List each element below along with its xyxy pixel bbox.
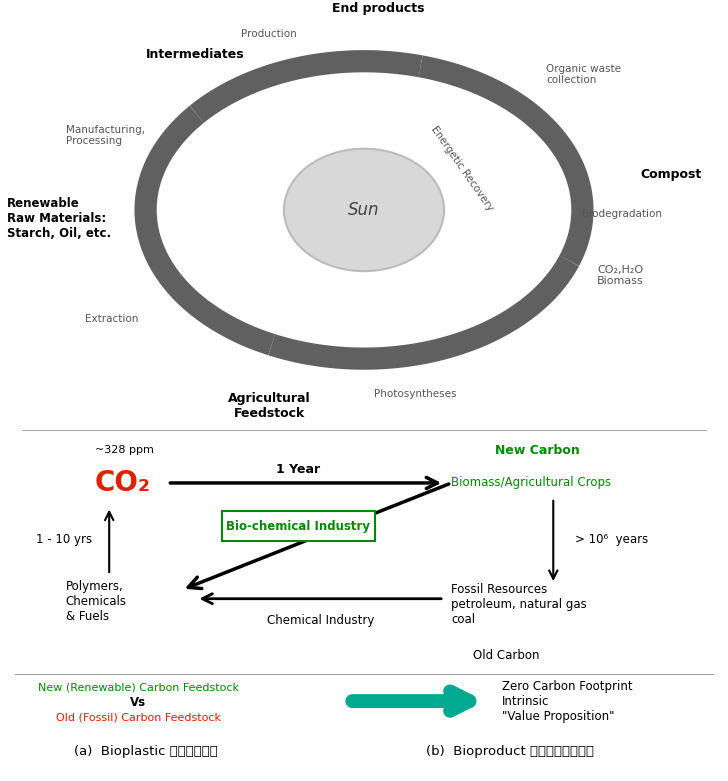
Text: (a)  Bioplastic （생분해도）: (a) Bioplastic （생분해도） — [74, 745, 218, 758]
Text: > 10⁶  years: > 10⁶ years — [575, 533, 649, 546]
Text: Chemical Industry: Chemical Industry — [266, 614, 374, 626]
Text: Renewable
Raw Materials:
Starch, Oil, etc.: Renewable Raw Materials: Starch, Oil, et… — [7, 197, 111, 241]
Text: Energetic Recovery: Energetic Recovery — [430, 124, 495, 212]
Text: (b)  Bioproduct （바이오매스도）: (b) Bioproduct （바이오매스도） — [426, 745, 593, 758]
Text: Biodegradation: Biodegradation — [582, 209, 662, 219]
Text: Agricultural
Feedstock: Agricultural Feedstock — [228, 392, 311, 420]
Text: Production: Production — [242, 30, 297, 39]
Text: Biomass/Agricultural Crops: Biomass/Agricultural Crops — [451, 476, 612, 490]
Text: End products: End products — [332, 2, 425, 16]
Text: Photosyntheses: Photosyntheses — [373, 389, 456, 399]
Text: CO₂,H₂O
Biomass: CO₂,H₂O Biomass — [597, 265, 644, 287]
Text: Zero Carbon Footprint
Intrinsic
"Value Proposition": Zero Carbon Footprint Intrinsic "Value P… — [502, 679, 633, 722]
Text: 1 Year: 1 Year — [277, 462, 320, 476]
Text: New Carbon: New Carbon — [495, 444, 579, 457]
Text: CO₂: CO₂ — [95, 469, 151, 497]
Text: Polymers,
Chemicals
& Fuels: Polymers, Chemicals & Fuels — [66, 580, 127, 623]
Text: Manufacturing,
Processing: Manufacturing, Processing — [66, 125, 145, 146]
Text: Compost: Compost — [641, 169, 702, 181]
Text: New (Renewable) Carbon Feedstock: New (Renewable) Carbon Feedstock — [38, 683, 239, 693]
Text: Fossil Resources
petroleum, natural gas
coal: Fossil Resources petroleum, natural gas … — [451, 583, 587, 626]
Text: Bio-chemical Industry: Bio-chemical Industry — [226, 519, 371, 533]
Text: Extraction: Extraction — [85, 314, 138, 324]
Text: Vs: Vs — [130, 696, 146, 709]
Text: Intermediates: Intermediates — [146, 48, 244, 61]
Text: Sun: Sun — [348, 201, 380, 219]
Text: Organic waste
collection: Organic waste collection — [546, 63, 621, 85]
Text: Old (Fossil) Carbon Feedstock: Old (Fossil) Carbon Feedstock — [56, 712, 221, 722]
Text: ~328 ppm: ~328 ppm — [95, 445, 154, 455]
FancyBboxPatch shape — [222, 512, 375, 541]
Ellipse shape — [284, 148, 444, 271]
Text: Old Carbon: Old Carbon — [473, 648, 539, 662]
Text: 1 - 10 yrs: 1 - 10 yrs — [36, 533, 92, 546]
